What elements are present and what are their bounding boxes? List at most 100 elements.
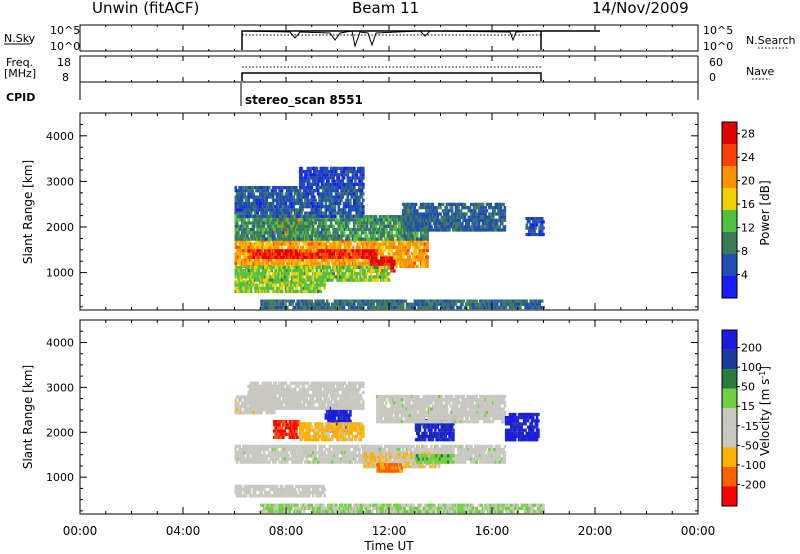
data-cell — [262, 275, 266, 279]
data-cell — [422, 239, 426, 243]
data-cell — [334, 192, 338, 196]
data-cell — [329, 255, 333, 259]
data-cell — [244, 221, 248, 225]
data-cell — [362, 211, 365, 215]
data-cell — [436, 215, 440, 219]
data-cell — [502, 305, 505, 310]
data-cell — [320, 214, 324, 218]
data-cell — [408, 228, 411, 232]
data-cell — [441, 299, 445, 303]
data-cell — [252, 224, 256, 228]
data-cell — [537, 232, 540, 237]
data-cell — [356, 176, 360, 180]
data-cell — [277, 275, 280, 279]
data-cell — [337, 224, 341, 228]
data-cell — [338, 214, 342, 218]
data-cell — [338, 221, 342, 225]
data-cell — [315, 239, 319, 243]
data-cell — [331, 205, 334, 209]
data-cell — [244, 242, 248, 246]
data-cell — [360, 275, 364, 279]
data-cell — [481, 202, 485, 206]
data-cell — [540, 299, 544, 303]
data-cell — [426, 237, 429, 241]
data-cell — [329, 269, 333, 273]
data-cell — [301, 258, 305, 262]
data-cell — [280, 265, 284, 269]
data-cell — [346, 198, 350, 202]
data-cell — [465, 212, 468, 216]
data-cell — [329, 221, 333, 225]
data-cell — [365, 249, 369, 253]
data-cell — [262, 195, 266, 199]
data-cell — [362, 173, 365, 177]
data-cell — [292, 289, 295, 294]
data-cell — [309, 239, 312, 243]
data-cell — [323, 192, 326, 196]
data-cell — [306, 278, 310, 282]
data-cell — [353, 302, 356, 306]
data-cell — [333, 208, 337, 212]
data-cell — [310, 176, 314, 180]
data-cell — [356, 205, 360, 209]
data-cell — [311, 302, 315, 306]
data-cell — [260, 286, 263, 290]
data-cell — [396, 245, 400, 249]
data-cell — [353, 224, 356, 228]
data-cell — [292, 195, 295, 199]
data-cell — [271, 192, 275, 196]
data-cell — [307, 234, 311, 238]
data-cell — [354, 218, 357, 222]
data-cell — [347, 239, 351, 243]
data-cell — [475, 212, 478, 216]
data-cell — [381, 231, 384, 235]
data-cell — [407, 218, 410, 222]
data-cell — [307, 261, 311, 265]
data-cell — [423, 224, 427, 228]
data-cell — [234, 258, 238, 262]
data-cell — [421, 261, 424, 265]
data-cell — [381, 275, 384, 279]
data-cell — [325, 272, 329, 276]
data-cell — [306, 275, 310, 279]
data-cell — [286, 252, 289, 256]
data-cell — [242, 186, 245, 190]
data-cell — [322, 211, 325, 215]
data-cell — [306, 286, 310, 290]
data-cell — [347, 186, 351, 190]
data-cell — [441, 202, 445, 206]
data-cell — [521, 302, 525, 306]
data-cell — [359, 224, 362, 228]
data-cell — [316, 205, 320, 209]
data-cell — [282, 258, 285, 262]
data-cell — [282, 255, 285, 259]
y-tick-label: 3000 — [46, 175, 74, 188]
data-cell — [512, 299, 516, 303]
data-cell — [320, 305, 324, 310]
data-cell — [336, 189, 339, 193]
data-cell — [287, 269, 290, 273]
data-cell — [477, 225, 481, 229]
data-cell — [381, 234, 384, 238]
data-cell — [333, 182, 337, 186]
data-cell — [296, 269, 299, 273]
data-cell — [316, 289, 320, 294]
data-cell — [502, 202, 505, 206]
data-cell — [428, 222, 432, 226]
data-cell — [309, 283, 312, 287]
data-cell — [320, 299, 324, 303]
data-cell — [499, 305, 503, 310]
data-cell — [346, 224, 350, 228]
data-cell — [310, 286, 314, 290]
data-cell — [296, 201, 299, 206]
data-cell — [265, 198, 268, 202]
data-cell — [309, 278, 312, 282]
data-cell — [414, 212, 418, 216]
data-cell — [271, 275, 275, 279]
data-cell — [426, 264, 429, 268]
data-cell — [338, 272, 342, 276]
data-cell — [309, 265, 312, 269]
data-cell — [309, 227, 312, 232]
data-cell — [338, 302, 342, 306]
